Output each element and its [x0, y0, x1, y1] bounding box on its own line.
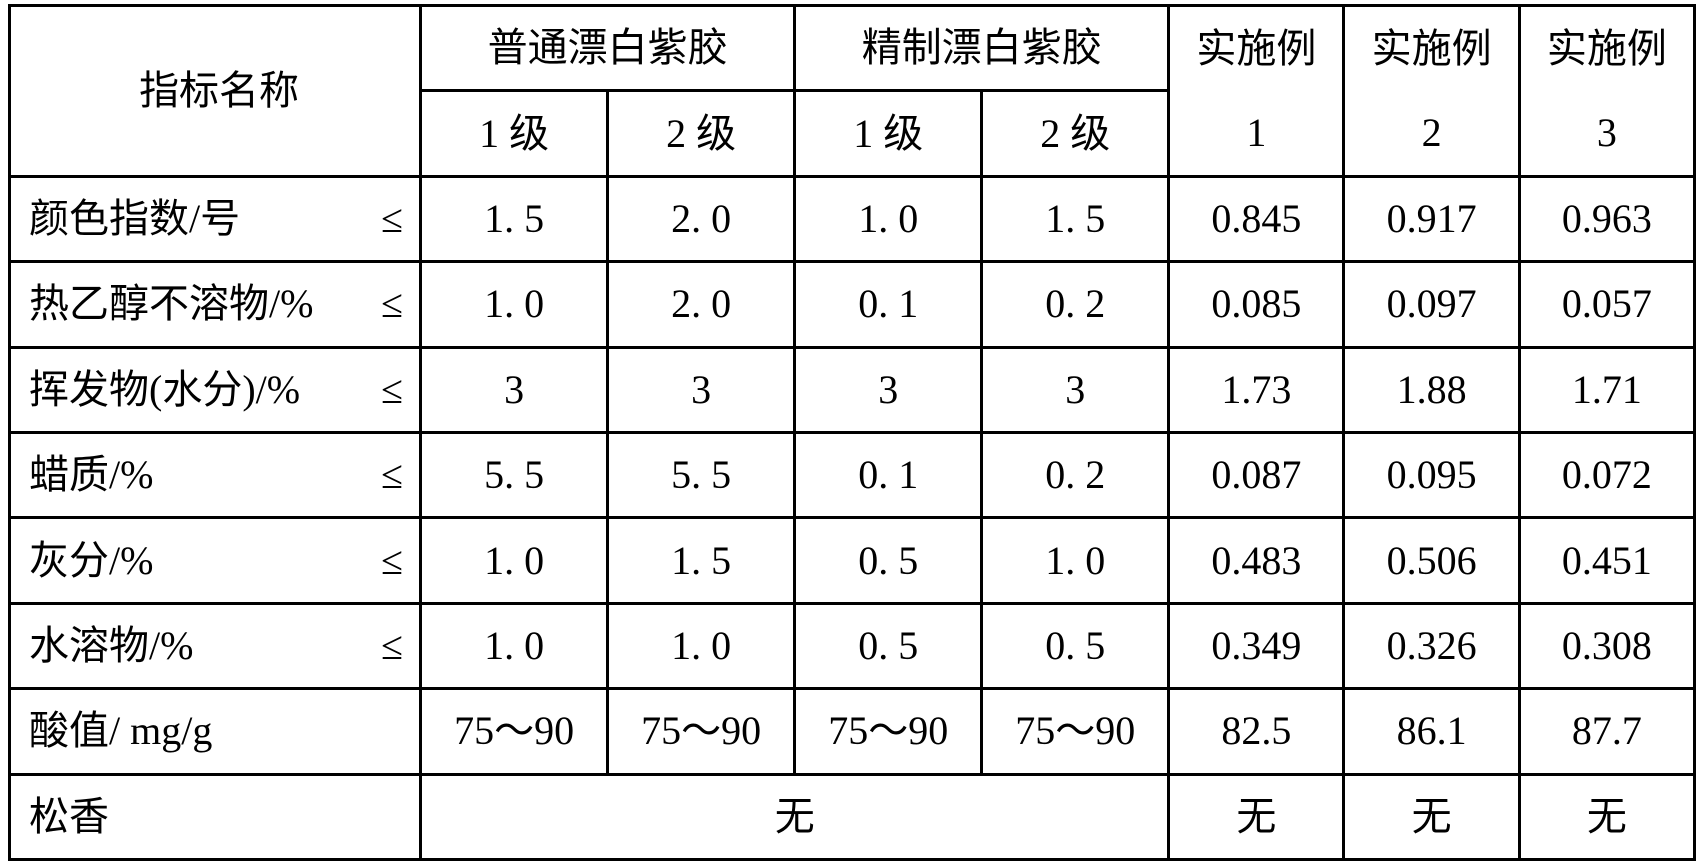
cell-indicator: 蜡质/% ≤: [10, 432, 421, 517]
indicator-op: ≤: [381, 624, 409, 668]
cell-e2: 86.1: [1344, 689, 1519, 774]
indicator-label: 热乙醇不溶物/%: [29, 282, 313, 326]
header-indicator-title: 指标名称: [10, 6, 421, 177]
cell-a1: 1. 0: [421, 518, 608, 603]
cell-b2: 1. 5: [982, 176, 1169, 261]
cell-b2: 0. 2: [982, 432, 1169, 517]
table-row: 颜色指数/号≤1. 52. 01. 01. 50.8450.9170.963: [10, 176, 1695, 261]
cell-b1: 0. 5: [795, 518, 982, 603]
cell-e3: 87.7: [1519, 689, 1694, 774]
header-ex2-bot: 2: [1344, 91, 1519, 176]
cell-e2: 0.917: [1344, 176, 1519, 261]
cell-e3: 0.451: [1519, 518, 1694, 603]
spec-table: 指标名称 普通漂白紫胶 精制漂白紫胶 实施例 实施例 实施例 1 级 2 级 1…: [8, 4, 1696, 861]
cell-e1: 0.483: [1169, 518, 1344, 603]
header-sub-a1: 1 级: [421, 91, 608, 176]
cell-b1: 0. 1: [795, 262, 982, 347]
cell-rosin-e1: 无: [1169, 774, 1344, 859]
cell-indicator: 挥发物(水分)/% ≤: [10, 347, 421, 432]
cell-e1: 0.087: [1169, 432, 1344, 517]
cell-rosin-label: 松香: [10, 774, 421, 859]
header-ex3-top: 实施例: [1519, 6, 1694, 91]
header-ex3-bot: 3: [1519, 91, 1694, 176]
cell-e1: 1.73: [1169, 347, 1344, 432]
indicator-label: 颜色指数/号: [29, 197, 240, 241]
cell-e2: 0.506: [1344, 518, 1519, 603]
cell-b1: 75～90: [795, 689, 982, 774]
cell-e1: 82.5: [1169, 689, 1344, 774]
cell-e1: 0.845: [1169, 176, 1344, 261]
cell-indicator: 灰分/% ≤: [10, 518, 421, 603]
table-row: 挥发物(水分)/%≤33331.731.881.71: [10, 347, 1695, 432]
cell-a2: 1. 5: [608, 518, 795, 603]
table-row: 灰分/%≤1. 01. 50. 51. 00.4830.5060.451: [10, 518, 1695, 603]
indicator-op: ≤: [381, 453, 409, 497]
header-group-b: 精制漂白紫胶: [795, 6, 1169, 91]
cell-b2: 1. 0: [982, 518, 1169, 603]
cell-b2: 0. 2: [982, 262, 1169, 347]
cell-e1: 0.349: [1169, 603, 1344, 688]
table-row: 酸值/ mg/g75～9075～9075～9075～9082.586.187.7: [10, 689, 1695, 774]
header-ex1-bot: 1: [1169, 91, 1344, 176]
indicator-label: 灰分/%: [29, 539, 153, 583]
cell-indicator: 热乙醇不溶物/% ≤: [10, 262, 421, 347]
header-ex2-top: 实施例: [1344, 6, 1519, 91]
cell-a2: 2. 0: [608, 262, 795, 347]
indicator-label: 水溶物/%: [29, 624, 193, 668]
cell-a1: 1. 0: [421, 262, 608, 347]
cell-b1: 0. 1: [795, 432, 982, 517]
rosin-label-text: 松香: [29, 795, 109, 839]
cell-a2: 3: [608, 347, 795, 432]
cell-a1: 1. 0: [421, 603, 608, 688]
header-ex1-top: 实施例: [1169, 6, 1344, 91]
indicator-op: ≤: [381, 539, 409, 583]
cell-a1: 75～90: [421, 689, 608, 774]
header-sub-a2: 2 级: [608, 91, 795, 176]
indicator-op: ≤: [381, 197, 409, 241]
cell-b2: 75～90: [982, 689, 1169, 774]
table-header-row-1: 指标名称 普通漂白紫胶 精制漂白紫胶 实施例 实施例 实施例: [10, 6, 1695, 91]
cell-b1: 1. 0: [795, 176, 982, 261]
cell-indicator: 颜色指数/号 ≤: [10, 176, 421, 261]
cell-e3: 1.71: [1519, 347, 1694, 432]
indicator-label: 酸值/ mg/g: [29, 709, 212, 753]
cell-indicator: 酸值/ mg/g: [10, 689, 421, 774]
cell-b1: 3: [795, 347, 982, 432]
cell-e3: 0.963: [1519, 176, 1694, 261]
cell-indicator: 水溶物/% ≤: [10, 603, 421, 688]
cell-a1: 5. 5: [421, 432, 608, 517]
indicator-label: 挥发物(水分)/%: [29, 368, 300, 412]
cell-rosin-e2: 无: [1344, 774, 1519, 859]
cell-b2: 0. 5: [982, 603, 1169, 688]
cell-e1: 0.085: [1169, 262, 1344, 347]
indicator-label: 蜡质/%: [29, 453, 153, 497]
cell-a2: 2. 0: [608, 176, 795, 261]
cell-a1: 3: [421, 347, 608, 432]
cell-e2: 0.095: [1344, 432, 1519, 517]
header-sub-b2: 2 级: [982, 91, 1169, 176]
cell-e3: 0.072: [1519, 432, 1694, 517]
header-group-a: 普通漂白紫胶: [421, 6, 795, 91]
cell-e3: 0.057: [1519, 262, 1694, 347]
cell-b1: 0. 5: [795, 603, 982, 688]
cell-rosin-merged: 无: [421, 774, 1169, 859]
table-row: 蜡质/%≤5. 55. 50. 10. 20.0870.0950.072: [10, 432, 1695, 517]
indicator-op: ≤: [381, 368, 409, 412]
header-sub-b1: 1 级: [795, 91, 982, 176]
table-row-rosin: 松香 无 无 无 无: [10, 774, 1695, 859]
cell-b2: 3: [982, 347, 1169, 432]
cell-a1: 1. 5: [421, 176, 608, 261]
cell-e2: 1.88: [1344, 347, 1519, 432]
cell-e2: 0.326: [1344, 603, 1519, 688]
cell-rosin-e3: 无: [1519, 774, 1694, 859]
indicator-op: ≤: [381, 282, 409, 326]
cell-a2: 75～90: [608, 689, 795, 774]
cell-e3: 0.308: [1519, 603, 1694, 688]
cell-e2: 0.097: [1344, 262, 1519, 347]
table-row: 热乙醇不溶物/% ≤1. 02. 00. 10. 20.0850.0970.057: [10, 262, 1695, 347]
cell-a2: 1. 0: [608, 603, 795, 688]
table-row: 水溶物/%≤1. 01. 00. 50. 50.3490.3260.308: [10, 603, 1695, 688]
cell-a2: 5. 5: [608, 432, 795, 517]
